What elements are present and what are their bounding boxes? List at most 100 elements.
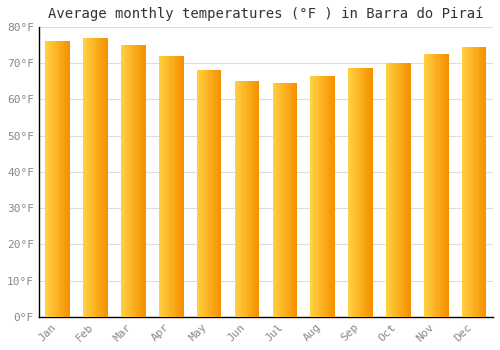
Bar <box>53 41 54 317</box>
Bar <box>357 69 358 317</box>
Bar <box>326 76 328 317</box>
Bar <box>285 83 286 317</box>
Bar <box>330 76 332 317</box>
Bar <box>438 54 440 317</box>
Bar <box>93 38 94 317</box>
Bar <box>258 81 260 317</box>
Bar <box>212 70 213 317</box>
Bar <box>358 69 360 317</box>
Bar <box>210 70 212 317</box>
Bar <box>203 70 204 317</box>
Bar <box>162 56 164 317</box>
Bar <box>246 81 247 317</box>
Bar <box>178 56 180 317</box>
Bar <box>86 38 87 317</box>
Bar <box>160 56 162 317</box>
Bar <box>141 45 142 317</box>
Bar <box>136 45 137 317</box>
Bar <box>208 70 209 317</box>
Bar <box>140 45 141 317</box>
Bar <box>280 83 281 317</box>
Bar <box>397 63 398 317</box>
Bar <box>350 69 352 317</box>
Bar <box>214 70 216 317</box>
Bar <box>88 38 90 317</box>
Bar <box>137 45 138 317</box>
Bar <box>394 63 396 317</box>
Bar <box>407 63 408 317</box>
Bar <box>59 41 60 317</box>
Bar <box>256 81 257 317</box>
Bar <box>60 41 62 317</box>
Bar <box>390 63 391 317</box>
Bar <box>276 83 278 317</box>
Bar <box>216 70 218 317</box>
Bar <box>353 69 354 317</box>
Bar <box>316 76 318 317</box>
Bar <box>254 81 256 317</box>
Bar <box>98 38 100 317</box>
Bar <box>424 54 425 317</box>
Bar <box>334 76 335 317</box>
Bar <box>290 83 291 317</box>
Bar <box>430 54 432 317</box>
Bar <box>130 45 131 317</box>
Bar <box>170 56 172 317</box>
Bar <box>432 54 434 317</box>
Bar <box>253 81 254 317</box>
Bar <box>219 70 220 317</box>
Bar <box>463 47 464 317</box>
Bar <box>478 47 479 317</box>
Bar <box>294 83 296 317</box>
Bar <box>56 41 58 317</box>
Bar <box>168 56 169 317</box>
Bar <box>275 83 276 317</box>
Bar <box>462 47 463 317</box>
Bar <box>429 54 430 317</box>
Bar <box>434 54 435 317</box>
Bar <box>48 41 49 317</box>
Bar <box>166 56 168 317</box>
Bar <box>356 69 357 317</box>
Bar <box>470 47 472 317</box>
Bar <box>49 41 50 317</box>
Bar <box>284 83 285 317</box>
Bar <box>354 69 356 317</box>
Bar <box>126 45 128 317</box>
Bar <box>428 54 429 317</box>
Bar <box>386 63 388 317</box>
Bar <box>247 81 248 317</box>
Bar <box>310 76 312 317</box>
Bar <box>479 47 480 317</box>
Bar <box>286 83 288 317</box>
Title: Average monthly temperatures (°F ) in Barra do Piraí: Average monthly temperatures (°F ) in Ba… <box>48 7 484 21</box>
Bar <box>281 83 282 317</box>
Bar <box>202 70 203 317</box>
Bar <box>473 47 474 317</box>
Bar <box>64 41 65 317</box>
Bar <box>122 45 124 317</box>
Bar <box>68 41 69 317</box>
Bar <box>242 81 244 317</box>
Bar <box>476 47 478 317</box>
Bar <box>65 41 66 317</box>
Bar <box>128 45 130 317</box>
Bar <box>442 54 444 317</box>
Bar <box>396 63 397 317</box>
Bar <box>329 76 330 317</box>
Bar <box>364 69 366 317</box>
Bar <box>440 54 441 317</box>
Bar <box>313 76 314 317</box>
Bar <box>257 81 258 317</box>
Bar <box>485 47 486 317</box>
Bar <box>206 70 208 317</box>
Bar <box>324 76 325 317</box>
Bar <box>464 47 466 317</box>
Bar <box>469 47 470 317</box>
Bar <box>325 76 326 317</box>
Bar <box>404 63 406 317</box>
Bar <box>362 69 363 317</box>
Bar <box>241 81 242 317</box>
Bar <box>132 45 134 317</box>
Bar <box>66 41 68 317</box>
